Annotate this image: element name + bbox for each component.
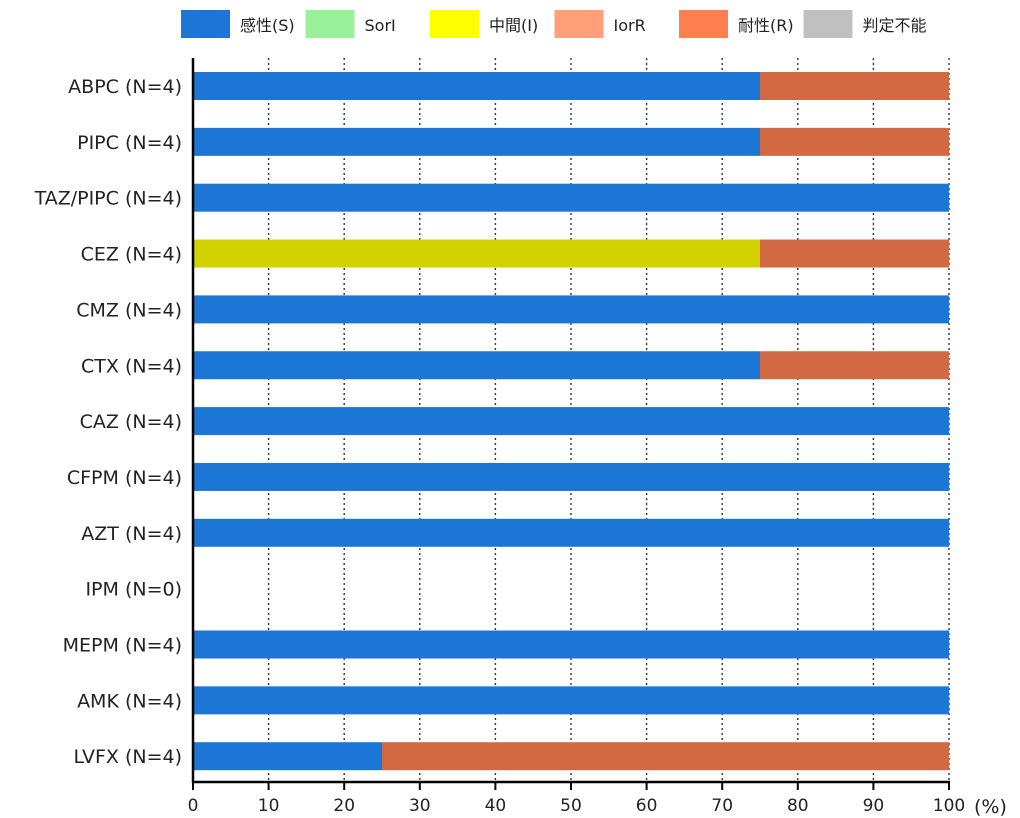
x-axis-unit: (%) [974, 796, 1007, 818]
category-label: MEPM (N=4) [63, 635, 182, 657]
legend-label: 感性(S) [240, 16, 295, 35]
bar-segment [760, 72, 949, 100]
x-tick-label: 70 [711, 796, 733, 816]
legend: 感性(S) SorI 中間(I) IorR 耐性(R) 判定不能 [181, 10, 927, 38]
x-tick-label: 20 [333, 796, 355, 816]
legend-swatch [803, 10, 853, 38]
legend-label: 中間(I) [489, 16, 538, 35]
x-tick-label: 90 [863, 796, 885, 816]
bar-segment [193, 239, 760, 268]
bar-segment [193, 742, 382, 771]
legend-swatch [554, 10, 604, 38]
legend-label: SorI [365, 16, 396, 35]
category-label: LVFX (N=4) [73, 746, 182, 768]
x-tick-label: 60 [636, 796, 658, 816]
category-label: CMZ (N=4) [76, 299, 182, 321]
x-tick-label: 100 [933, 796, 965, 816]
bar-segment [193, 686, 949, 715]
x-tick-labels: 0 10 20 30 40 50 60 70 80 90 100 [188, 796, 966, 816]
bar-segment [760, 351, 949, 380]
x-tick-label: 50 [560, 796, 582, 816]
bar-segment [193, 72, 760, 100]
category-label: CTX (N=4) [81, 355, 182, 377]
category-label: PIPC (N=4) [77, 132, 182, 154]
x-tick-label: 40 [485, 796, 507, 816]
bar-segment [193, 407, 949, 436]
category-label: TAZ/PIPC (N=4) [34, 188, 182, 210]
legend-swatch [181, 10, 230, 38]
bar-segment [760, 239, 949, 268]
category-label: AZT (N=4) [81, 523, 182, 545]
x-tick-label: 80 [787, 796, 809, 816]
category-label: AMK (N=4) [77, 690, 182, 712]
bar-segment [193, 127, 760, 156]
category-label: CAZ (N=4) [80, 411, 182, 433]
x-tick-label: 0 [188, 796, 199, 816]
legend-swatch [430, 10, 479, 38]
bar-segment [193, 630, 949, 659]
legend-label: IorR [614, 16, 646, 35]
legend-swatch [305, 10, 355, 38]
axes [191, 58, 950, 790]
bar-segment [193, 518, 949, 547]
x-tick-label: 10 [258, 796, 280, 816]
bar-segment [193, 351, 760, 380]
category-label: ABPC (N=4) [68, 76, 182, 98]
category-label: CFPM (N=4) [67, 467, 182, 489]
category-labels: ABPC (N=4) PIPC (N=4) TAZ/PIPC (N=4) CEZ (N… [34, 76, 182, 768]
category-label: CEZ (N=4) [81, 244, 182, 266]
bar-segment [193, 462, 949, 491]
bar-segment [193, 183, 949, 212]
bar-segment [382, 742, 949, 771]
legend-swatch [679, 10, 728, 38]
category-label: IPM (N=0) [85, 579, 182, 601]
legend-label: 耐性(R) [738, 16, 794, 35]
x-tick-label: 30 [409, 796, 431, 816]
bar-segment [193, 295, 949, 324]
legend-label: 判定不能 [863, 16, 927, 35]
bars [193, 72, 949, 771]
bar-segment [760, 127, 949, 156]
